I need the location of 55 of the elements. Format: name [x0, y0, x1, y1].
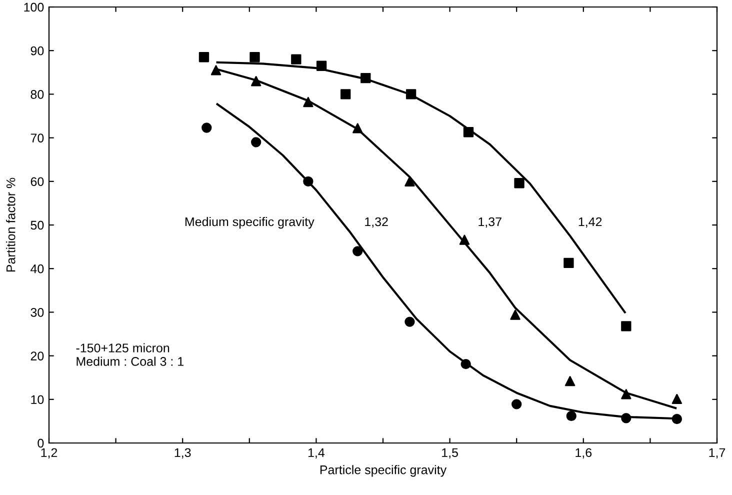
point: [460, 358, 471, 370]
y-tick-label: 10: [31, 395, 44, 404]
point: [340, 89, 351, 100]
point: [352, 246, 363, 256]
point: [360, 72, 371, 84]
point: [210, 65, 222, 76]
x-axis-title: Particle specific gravity: [320, 465, 447, 477]
point: [621, 321, 632, 332]
point: [672, 394, 682, 404]
y-axis-title: Partition factor %: [6, 178, 16, 272]
point: [672, 414, 682, 424]
point: [566, 410, 576, 422]
x-tick-label: 1,5: [442, 448, 458, 459]
point: [564, 258, 574, 268]
point: [404, 316, 415, 327]
point: [404, 176, 415, 186]
point: [250, 52, 260, 62]
point: [316, 60, 327, 71]
point: [250, 137, 262, 148]
annotation: 1,37: [478, 217, 502, 228]
point: [406, 89, 416, 100]
point: [512, 399, 522, 410]
point: [352, 123, 363, 134]
x-tick-label: 1,7: [709, 448, 726, 459]
y-tick-label: 60: [30, 177, 44, 186]
y-tick-label: 80: [30, 90, 44, 99]
point: [198, 52, 210, 62]
point: [621, 389, 632, 400]
annotation: 1,32: [365, 217, 388, 228]
y-tick-label: 100: [24, 2, 44, 12]
point: [459, 234, 470, 245]
y-tick-label: 30: [30, 308, 44, 317]
point: [621, 413, 632, 424]
x-tick-label: 1,6: [576, 448, 592, 459]
point: [514, 178, 524, 188]
point: [564, 376, 576, 386]
annotation: Medium specific gravity: [185, 216, 314, 229]
x-tick-label: 1,3: [174, 448, 191, 459]
y-tick-label: 0: [38, 438, 44, 448]
annotation: -150+125 micron Medium : Coal 3 : 1: [76, 343, 184, 366]
point: [303, 96, 314, 108]
point: [291, 54, 302, 64]
point: [202, 122, 212, 133]
point: [250, 76, 262, 86]
y-tick-label: 70: [30, 134, 44, 142]
x-tick-label: 1,4: [308, 448, 325, 459]
y-tick-label: 20: [30, 352, 44, 360]
point: [510, 310, 520, 320]
y-tick-label: 50: [30, 220, 44, 230]
point: [303, 176, 314, 186]
annotation: 1,42: [578, 217, 602, 228]
x-tick-label: 1,2: [41, 448, 58, 459]
y-tick-label: 40: [30, 264, 44, 274]
y-tick-label: 90: [30, 46, 44, 56]
point: [463, 127, 474, 138]
